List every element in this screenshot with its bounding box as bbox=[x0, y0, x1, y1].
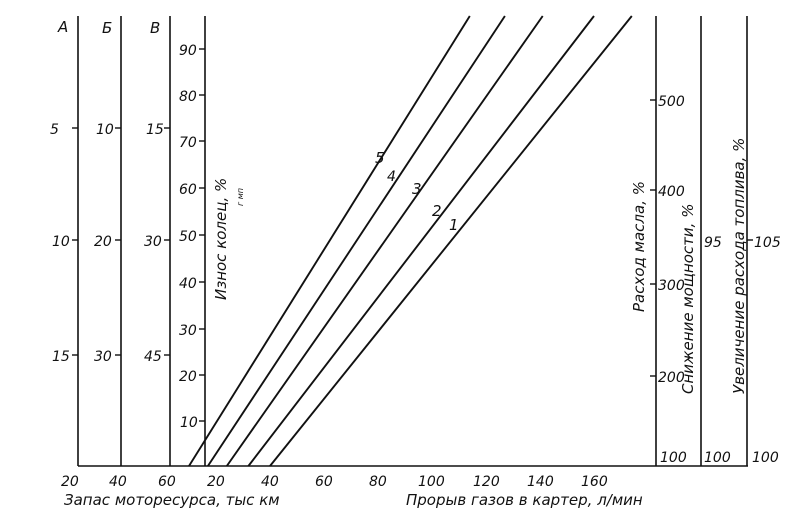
tick-label: 40 bbox=[179, 276, 197, 292]
nomogram-lines bbox=[188, 15, 633, 467]
bottom-left-axis-label: Запас моторесурса, тыс км bbox=[64, 491, 280, 509]
oil-axis-ticks: 100 200 300 400 500 bbox=[650, 94, 687, 466]
line-label-4: 4 bbox=[387, 169, 396, 185]
tick-label: 20 bbox=[207, 474, 225, 490]
fuel-axis-tick-label: 100 bbox=[752, 450, 779, 466]
column-V-ticks: 15 30 45 bbox=[144, 122, 170, 365]
tick-label: 80 bbox=[179, 89, 197, 105]
tick-label: 15 bbox=[146, 122, 164, 138]
nomogram-line-1 bbox=[269, 15, 633, 467]
tick-label: 10 bbox=[96, 122, 114, 138]
nomogram-line-3 bbox=[226, 15, 544, 467]
tick-label: 400 bbox=[658, 184, 685, 200]
fuel-axis-label: Увеличение расхода топлива, % bbox=[730, 138, 748, 394]
tick-label: 200 bbox=[658, 370, 685, 386]
tick-label: 80 bbox=[369, 474, 387, 490]
tick-label: 5 bbox=[50, 122, 59, 138]
power-axis-tick-label: 100 bbox=[704, 450, 731, 466]
tick-label: 60 bbox=[315, 474, 333, 490]
nomogram-line-4 bbox=[207, 15, 506, 467]
tick-label: 40 bbox=[109, 474, 127, 490]
tick-label: 30 bbox=[179, 323, 197, 339]
power-axis-tick-label: 95 bbox=[704, 235, 722, 251]
tick-label: 60 bbox=[158, 474, 176, 490]
column-header-B: Б bbox=[102, 19, 112, 37]
line-label-3: 3 bbox=[412, 180, 422, 198]
tick-label: 140 bbox=[527, 474, 554, 490]
tick-label: 40 bbox=[261, 474, 279, 490]
wear-axis-label: Износ колец, % bbox=[212, 178, 230, 300]
tick-label: 70 bbox=[179, 135, 197, 151]
tick-label: 160 bbox=[581, 474, 608, 490]
tick-label: 10 bbox=[52, 234, 70, 250]
column-B-ticks: 10 20 30 bbox=[94, 122, 121, 365]
bottom-main-axis-label: Прорыв газов в картер, л/мин bbox=[406, 491, 643, 509]
tick-label: 90 bbox=[179, 43, 197, 59]
column-header-V: В bbox=[150, 19, 160, 37]
tick-label: 500 bbox=[658, 94, 685, 110]
tick-label: 50 bbox=[179, 229, 197, 245]
tick-label: 100 bbox=[418, 474, 445, 490]
tick-label: 60 bbox=[179, 182, 197, 198]
column-header-A: А bbox=[57, 18, 68, 36]
tick-label: 100 bbox=[660, 450, 687, 466]
tick-label: 15 bbox=[52, 349, 70, 365]
tick-label: 30 bbox=[144, 234, 162, 250]
wear-axis-sublabel: г мп bbox=[236, 188, 245, 206]
bottom-left-axis-ticks: 20 40 60 bbox=[61, 474, 176, 490]
tick-label: 20 bbox=[61, 474, 79, 490]
nomogram-line-5 bbox=[188, 15, 471, 467]
fuel-axis-tick-label: 105 bbox=[754, 235, 781, 251]
axis-frame bbox=[77, 16, 748, 467]
nomogram-line-2 bbox=[247, 15, 595, 467]
tick-label: 45 bbox=[144, 349, 162, 365]
tick-label: 20 bbox=[179, 369, 197, 385]
tick-label: 20 bbox=[94, 234, 112, 250]
bottom-main-axis-ticks: 20 40 60 80 100 120 140 160 bbox=[207, 474, 608, 490]
line-label-2: 2 bbox=[432, 202, 442, 220]
oil-axis-label: Расход масла, % bbox=[630, 181, 648, 312]
line-label-1: 1 bbox=[449, 216, 459, 234]
column-A-ticks: 5 10 15 bbox=[50, 122, 78, 365]
tick-label: 120 bbox=[473, 474, 500, 490]
tick-label: 30 bbox=[94, 349, 112, 365]
tick-label: 300 bbox=[658, 278, 685, 294]
tick-label: 10 bbox=[180, 415, 198, 431]
line-label-5: 5 bbox=[375, 149, 385, 167]
power-axis-label: Снижение мощности, % bbox=[679, 204, 697, 394]
wear-axis-ticks: 10 20 30 40 50 60 70 80 90 bbox=[179, 43, 205, 431]
